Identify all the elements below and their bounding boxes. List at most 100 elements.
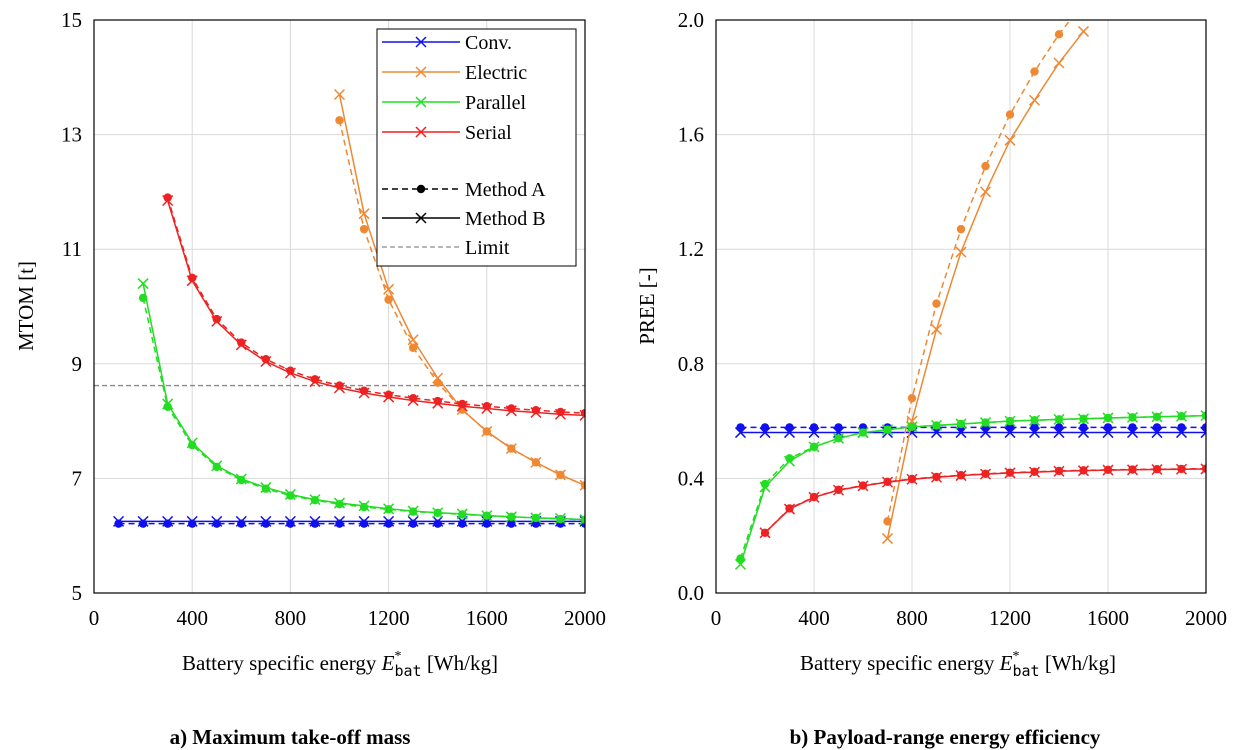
point-serial-method-b — [309, 376, 321, 388]
axes-frame — [93, 19, 586, 594]
point-serial-method-b — [235, 339, 247, 351]
point-electric-method-b — [554, 469, 566, 481]
y-tick-label: 0.4 — [678, 466, 705, 490]
legend-items: Conv. Electric Parallel Serial — [382, 32, 527, 248]
y-axis-label-b: PREE [-] — [635, 267, 659, 345]
x-tick-label: 0 — [711, 606, 722, 630]
series-conv — [113, 515, 585, 528]
x-axis-sub: bat — [394, 662, 421, 680]
point-parallel-method-a — [335, 499, 344, 509]
point-parallel-method-a — [785, 454, 794, 463]
point-parallel-method-b — [955, 418, 967, 430]
legend-marker — [415, 36, 427, 48]
point-parallel-method-b — [579, 514, 585, 526]
point-serial-method-b — [1126, 464, 1139, 476]
point-serial-method-b — [1004, 467, 1016, 479]
point-electric-method-a — [1005, 110, 1015, 119]
point-serial-method-a — [163, 193, 172, 202]
point-parallel-method-b — [1004, 415, 1016, 427]
x-axis-label-a: Battery specific energy E* bat [Wh/kg] — [182, 649, 498, 680]
point-conv-method-b — [432, 515, 444, 527]
point-serial-method-b — [832, 484, 845, 496]
x-tick-label: 2000 — [1185, 606, 1227, 630]
point-serial-method-b — [1175, 463, 1188, 475]
series-conv — [734, 423, 1206, 439]
legend-method-b-sample — [382, 212, 460, 224]
legend-label: Parallel — [465, 92, 527, 114]
point-conv-method-b — [235, 515, 247, 527]
point-parallel-method-b — [734, 558, 747, 570]
point-serial-method-b — [881, 476, 894, 488]
point-serial-method-a — [482, 402, 491, 411]
point-parallel-method-b — [1102, 412, 1114, 424]
line-electric-method-a — [338, 120, 585, 486]
x-axis-sub: bat — [1012, 662, 1039, 680]
point-electric-method-b — [432, 372, 444, 384]
point-serial-method-b — [579, 409, 585, 421]
point-electric-method-a — [433, 378, 442, 387]
point-serial-method-b — [1077, 465, 1090, 477]
y-tick-label: 11 — [62, 237, 82, 261]
point-conv-method-a — [433, 519, 442, 528]
point-parallel-method-b — [881, 424, 894, 436]
x-tick-label: 1200 — [368, 606, 410, 630]
point-conv-method-b — [1126, 427, 1139, 439]
point-serial-method-b — [407, 394, 419, 407]
legend-marker — [415, 66, 427, 78]
point-serial-method-b — [930, 471, 943, 483]
point-conv-method-b — [1102, 427, 1114, 439]
series-serial — [759, 463, 1206, 539]
point-serial-method-b — [260, 355, 272, 368]
point-serial-method-b — [505, 405, 517, 417]
point-parallel-method-b — [1151, 411, 1163, 423]
point-serial-method-a — [408, 393, 418, 403]
point-parallel-method-a — [138, 293, 148, 303]
point-electric-method-b — [333, 88, 346, 101]
x-tick-label: 2000 — [564, 606, 606, 630]
point-conv-method-b — [759, 427, 771, 439]
y-tick-label: 2.0 — [678, 8, 704, 32]
line-electric-method-b — [886, 30, 1085, 539]
point-parallel-method-b — [432, 507, 444, 519]
point-electric-method-b — [1053, 57, 1065, 69]
point-electric-method-a — [359, 224, 369, 234]
point-serial-method-a — [310, 375, 320, 384]
point-conv-method-a — [261, 519, 271, 528]
point-electric-method-a — [956, 224, 966, 234]
x-tick-label: 1600 — [466, 606, 508, 630]
point-electric-method-a — [1030, 67, 1039, 76]
point-electric-method-b — [579, 479, 585, 491]
x-axis-sup: * — [1012, 649, 1019, 664]
legend-limit-label: Limit — [465, 237, 510, 259]
point-conv-method-b — [1175, 427, 1188, 439]
point-parallel-method-b — [759, 481, 771, 493]
point-parallel-method-b — [211, 460, 223, 472]
point-parallel-method-b — [783, 455, 796, 467]
point-conv-method-a — [163, 519, 172, 528]
legend-marker — [415, 126, 427, 138]
point-serial-method-a — [433, 396, 442, 406]
point-conv-method-b — [358, 515, 370, 527]
line-parallel-method-b — [142, 283, 585, 521]
legend-x-marker — [415, 212, 427, 224]
point-electric-method-b — [407, 334, 419, 346]
point-serial-method-b — [186, 275, 198, 287]
point-conv-method-b — [137, 515, 149, 527]
point-conv-method-a — [359, 519, 369, 528]
y-tick-label: 9 — [72, 352, 83, 376]
point-conv-method-b — [1200, 427, 1206, 439]
legend-method-b-label: Method B — [465, 208, 546, 230]
point-serial-method-b — [554, 408, 566, 420]
point-parallel-method-b — [979, 417, 992, 429]
legend-entry-conv: Conv. — [382, 32, 512, 54]
point-conv-method-b — [955, 427, 967, 439]
point-serial-method-a — [359, 386, 369, 395]
point-parallel-method-b — [1200, 410, 1206, 422]
point-conv-method-b — [1077, 427, 1090, 439]
point-serial-method-b — [481, 402, 493, 415]
point-conv-method-a — [384, 519, 393, 528]
point-conv-method-a — [286, 519, 295, 528]
point-parallel-method-b — [1028, 414, 1041, 426]
legend-entry-parallel: Parallel — [382, 92, 527, 114]
point-parallel-method-b — [309, 494, 321, 506]
